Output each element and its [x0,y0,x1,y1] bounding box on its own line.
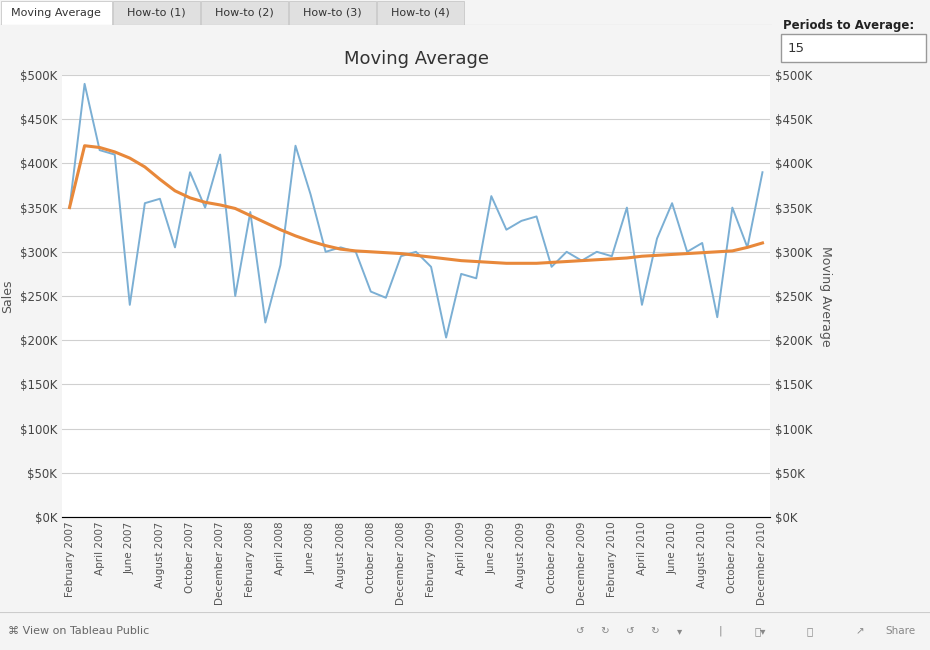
Bar [1,1,112,25]
Text: ▾: ▾ [677,626,683,636]
Text: 15: 15 [788,42,804,55]
Text: How-to (2): How-to (2) [215,8,273,18]
Text: How-to (4): How-to (4) [391,8,449,18]
Text: ↺: ↺ [626,626,634,636]
Text: How-to (1): How-to (1) [126,8,185,18]
Text: ⌘ View on Tableau Public: ⌘ View on Tableau Public [8,626,149,636]
Text: |: | [718,626,722,636]
Text: ⬜: ⬜ [807,626,813,636]
Text: ⬜▾: ⬜▾ [754,626,765,636]
Text: Moving Average: Moving Average [11,8,101,18]
Text: ↻: ↻ [601,626,609,636]
Bar [113,1,200,25]
Title: Moving Average: Moving Average [343,50,488,68]
Text: ↺: ↺ [576,626,584,636]
Text: ↻: ↻ [651,626,659,636]
Bar [201,1,287,25]
Y-axis label: Moving Average: Moving Average [818,246,831,346]
Y-axis label: Sales: Sales [1,280,14,313]
Bar [288,1,376,25]
Text: How-to (3): How-to (3) [302,8,362,18]
Bar [781,34,926,62]
Text: Share: Share [885,626,915,636]
Text: Periods to Average:: Periods to Average: [783,18,914,31]
Bar [377,1,463,25]
Text: ↗: ↗ [856,626,864,636]
